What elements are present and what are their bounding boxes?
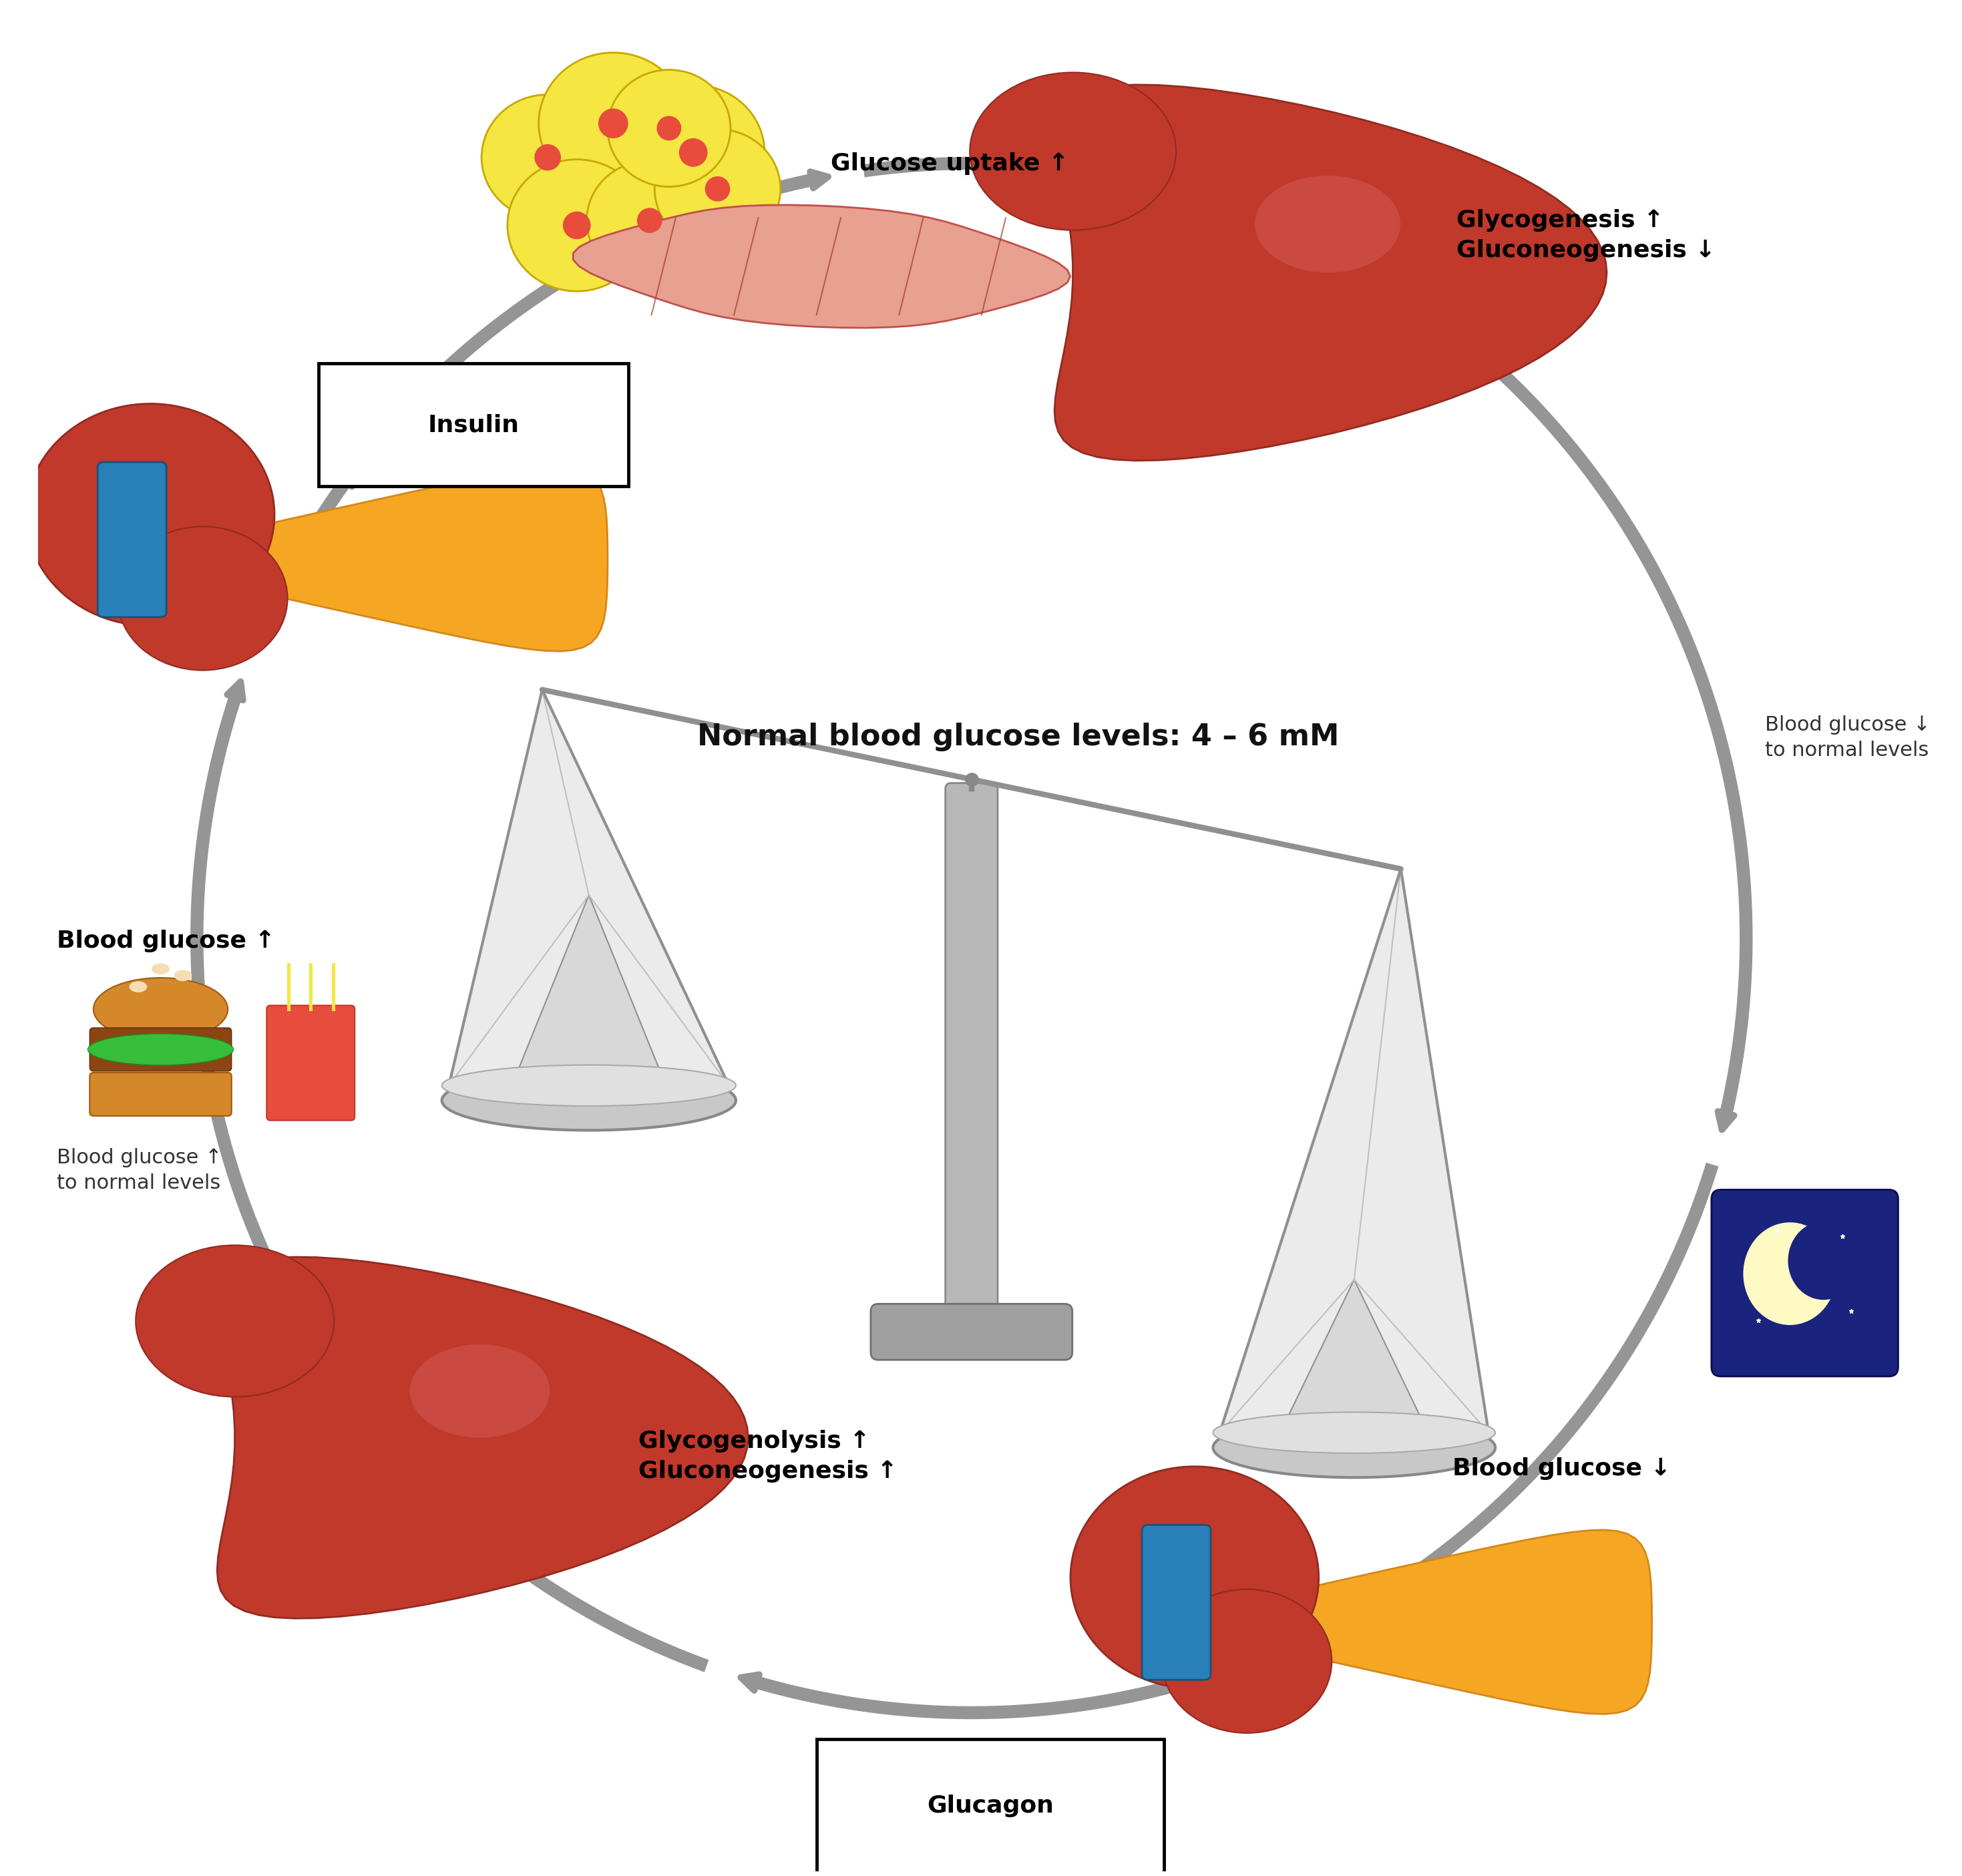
Text: Normal blood glucose levels: 4 – 6 mM: Normal blood glucose levels: 4 – 6 mM (697, 722, 1340, 750)
Text: Blood glucose ↑: Blood glucose ↑ (57, 930, 275, 953)
Ellipse shape (508, 159, 645, 291)
Polygon shape (1281, 1279, 1428, 1433)
Ellipse shape (657, 116, 681, 141)
FancyBboxPatch shape (1711, 1189, 1897, 1377)
Ellipse shape (704, 176, 730, 201)
Polygon shape (1054, 84, 1607, 461)
Polygon shape (573, 204, 1071, 328)
FancyBboxPatch shape (90, 1028, 232, 1071)
Text: Glucagon: Glucagon (926, 1795, 1054, 1818)
Ellipse shape (638, 208, 663, 233)
Ellipse shape (151, 962, 169, 974)
Polygon shape (1220, 869, 1489, 1433)
Text: Glycogenolysis ↑
Gluconeogenesis ↑: Glycogenolysis ↑ Gluconeogenesis ↑ (638, 1430, 897, 1482)
Ellipse shape (679, 139, 708, 167)
Ellipse shape (655, 129, 781, 250)
Text: Glycogenesis ↑
Gluconeogenesis ↓: Glycogenesis ↑ Gluconeogenesis ↓ (1456, 208, 1715, 261)
Text: Glucose uptake ↑: Glucose uptake ↑ (830, 152, 1069, 174)
Ellipse shape (608, 69, 730, 188)
Ellipse shape (441, 1066, 736, 1107)
Ellipse shape (563, 212, 591, 240)
Ellipse shape (410, 1345, 549, 1437)
Polygon shape (449, 690, 728, 1086)
Ellipse shape (88, 1034, 233, 1066)
Ellipse shape (1162, 1589, 1332, 1733)
Ellipse shape (26, 403, 275, 627)
FancyBboxPatch shape (98, 461, 167, 617)
Polygon shape (1209, 1531, 1652, 1715)
FancyBboxPatch shape (267, 1006, 355, 1120)
Ellipse shape (540, 53, 689, 195)
Polygon shape (512, 895, 665, 1086)
Text: Blood glucose ↓: Blood glucose ↓ (1452, 1458, 1670, 1480)
FancyBboxPatch shape (816, 1739, 1163, 1874)
Ellipse shape (622, 84, 765, 219)
FancyBboxPatch shape (90, 1073, 232, 1116)
FancyBboxPatch shape (871, 1304, 1073, 1360)
Polygon shape (218, 1257, 748, 1619)
Ellipse shape (1071, 1467, 1318, 1688)
Ellipse shape (129, 981, 147, 992)
FancyBboxPatch shape (1142, 1525, 1211, 1679)
FancyBboxPatch shape (318, 364, 628, 486)
Ellipse shape (1742, 1223, 1836, 1324)
Text: Insulin: Insulin (428, 413, 520, 435)
Ellipse shape (598, 109, 628, 139)
Ellipse shape (175, 970, 192, 981)
Text: Blood glucose ↓
to normal levels: Blood glucose ↓ to normal levels (1764, 715, 1931, 760)
Ellipse shape (135, 1246, 334, 1398)
Ellipse shape (441, 1071, 736, 1129)
Ellipse shape (587, 161, 712, 280)
Ellipse shape (1213, 1413, 1495, 1454)
Text: Blood glucose ↑
to normal levels: Blood glucose ↑ to normal levels (57, 1148, 222, 1193)
Ellipse shape (1213, 1418, 1495, 1478)
Ellipse shape (94, 977, 228, 1041)
Ellipse shape (481, 94, 614, 219)
Ellipse shape (1787, 1221, 1858, 1300)
Polygon shape (165, 467, 608, 651)
FancyBboxPatch shape (946, 782, 997, 1326)
Ellipse shape (969, 73, 1175, 231)
Ellipse shape (118, 527, 288, 670)
Ellipse shape (534, 144, 561, 171)
Ellipse shape (1256, 176, 1401, 272)
